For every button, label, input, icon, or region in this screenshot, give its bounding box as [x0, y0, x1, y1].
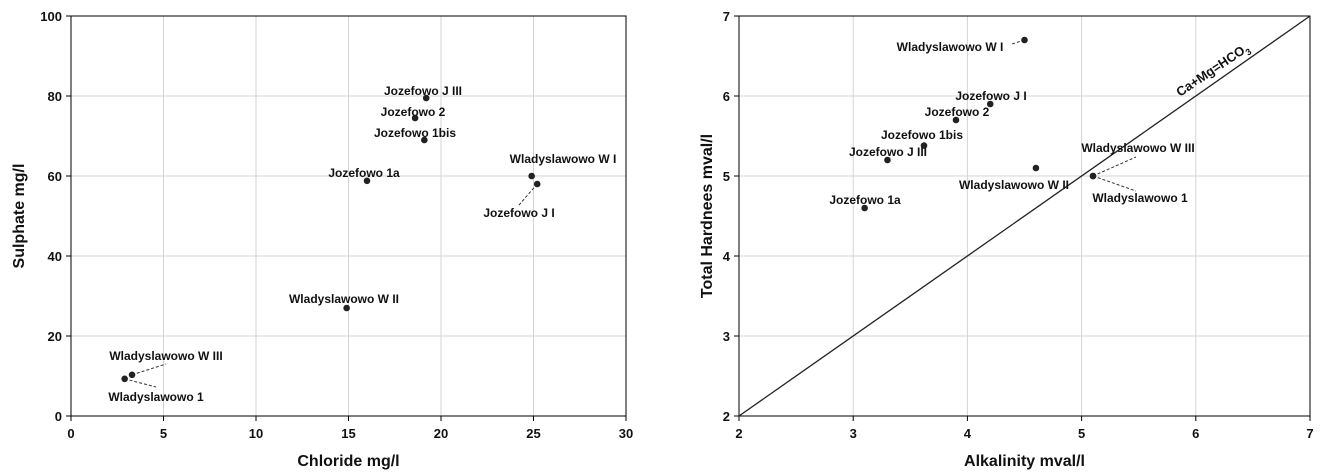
data-point	[1089, 172, 1097, 180]
data-point	[121, 375, 128, 383]
y-tick-label: 40	[48, 249, 62, 264]
data-point-label: Jozefowo J I	[483, 206, 554, 220]
point-leader-line	[131, 363, 167, 376]
data-point-label: Wladyslawowo 1	[1092, 191, 1188, 205]
data-point	[421, 136, 428, 144]
data-point-label: Wladyslawowo W III	[109, 349, 222, 363]
data-point-label: Jozefowo J I	[955, 89, 1026, 103]
data-point	[422, 94, 430, 102]
point-leader-line	[1092, 175, 1137, 192]
data-point-label: Jozefowo J III	[384, 84, 462, 98]
y-tick-label: 4	[723, 249, 731, 264]
data-point-label: Jozefowo 1bis	[881, 128, 963, 142]
point-leader-line	[518, 183, 538, 206]
data-point	[128, 371, 136, 379]
x-tick-label: 10	[249, 426, 263, 441]
x-tick-label: 4	[964, 426, 972, 441]
data-point-label: Jozefowo 2	[925, 105, 990, 119]
y-tick-label: 0	[55, 409, 62, 424]
data-point-label: Jozefowo 1a	[829, 193, 901, 207]
x-axis-title: Chloride mg/l	[297, 453, 399, 470]
data-point-label: Jozefowo 1bis	[374, 126, 456, 140]
x-tick-label: 5	[160, 426, 167, 441]
data-point-label: Wladyslawowo W II	[959, 178, 1069, 192]
data-point-label: Wladyslawowo 1	[108, 390, 204, 404]
y-tick-label: 5	[723, 169, 730, 184]
x-tick-label: 0	[67, 426, 74, 441]
x-tick-label: 20	[434, 426, 448, 441]
y-tick-label: 100	[40, 9, 62, 24]
x-tick-label: 3	[850, 426, 857, 441]
data-point	[920, 142, 928, 149]
x-tick-label: 30	[619, 426, 633, 441]
data-point-label: Jozefowo J III	[849, 145, 927, 159]
data-point-label: Wladyslawowo W I	[897, 40, 1004, 54]
data-point	[1032, 164, 1040, 172]
data-point	[363, 177, 371, 185]
y-tick-label: 80	[48, 89, 62, 104]
x-tick-label: 7	[1306, 426, 1313, 441]
data-point-label: Wladyslawowo W I	[510, 152, 617, 166]
data-point	[343, 304, 350, 312]
data-point	[528, 172, 535, 180]
data-point	[411, 114, 419, 122]
data-point	[1021, 36, 1028, 44]
x-tick-label: 2	[735, 426, 742, 441]
y-tick-label: 60	[48, 169, 62, 184]
y-tick-label: 2	[723, 409, 730, 424]
y-tick-label: 6	[723, 89, 730, 104]
x-tick-label: 6	[1192, 426, 1199, 441]
data-point	[986, 100, 994, 108]
plot-frame	[738, 15, 1311, 417]
reference-line	[738, 15, 1311, 417]
scatter-chart-1: 0 5 10 15 20 25 30 0 20 40 60 80 100 Chloride mg/l Sul…	[11, 9, 633, 470]
data-point	[884, 156, 891, 164]
x-tick-label: 25	[526, 426, 540, 441]
x-axis-title: Alkalinity mval/l	[964, 453, 1085, 470]
data-point-label: Jozefowo 2	[381, 105, 446, 119]
y-axis-title: Sulphate mg/l	[11, 164, 28, 269]
scatter-chart-2: 2 3 4 5 6 7 2 3 4 5 6 7 Alkalinity mval/l Total Hardn…	[699, 9, 1314, 470]
data-point-label: Wladyslawowo W II	[289, 292, 399, 306]
x-tick-label: 15	[341, 426, 355, 441]
reference-line-label: Ca+Mg=HCO3	[1173, 40, 1253, 102]
point-leader-line	[1092, 156, 1137, 177]
data-point-label: Wladyslawowo W III	[1081, 141, 1194, 155]
data-point	[952, 116, 960, 124]
data-point	[861, 204, 868, 212]
reference-line-label-main: Ca+Mg=HCO	[1173, 43, 1247, 100]
y-axis-title: Total Hardnees mval/l	[699, 134, 716, 298]
x-tick-label: 5	[1078, 426, 1085, 441]
point-leader-line	[124, 378, 157, 388]
data-point-label: Jozefowo 1a	[328, 166, 400, 180]
y-tick-label: 7	[723, 9, 730, 24]
y-tick-label: 3	[723, 329, 730, 344]
reference-line-label-sub: 3	[1244, 46, 1254, 57]
data-point	[533, 180, 541, 188]
y-tick-label: 20	[48, 329, 62, 344]
